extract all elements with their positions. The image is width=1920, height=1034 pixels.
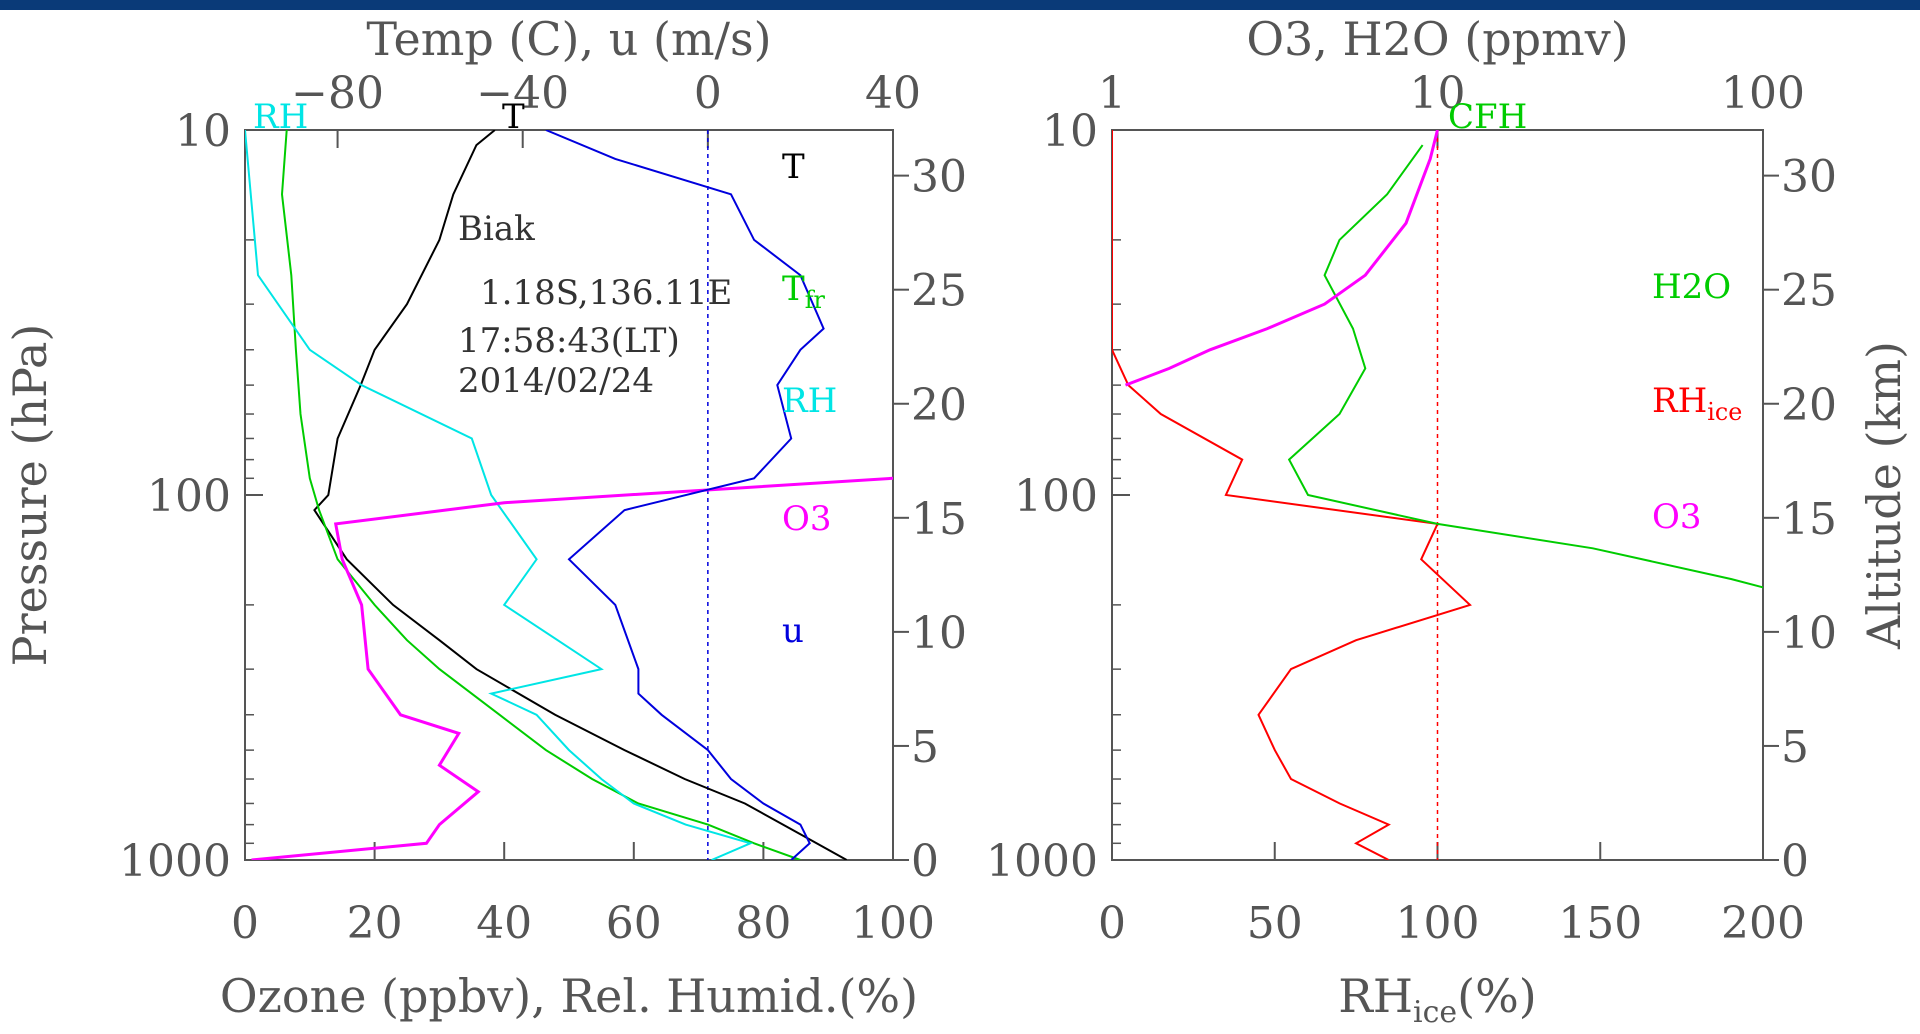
station-name: Biak xyxy=(458,209,535,249)
x-bottom-axis-title: Ozone (ppbv), Rel. Humid.(%) xyxy=(220,969,918,1023)
y-right-tick-label: 30 xyxy=(911,152,967,203)
x-bottom-tick-label: 0 xyxy=(1098,898,1126,949)
x-top-tick-label: 1 xyxy=(1098,68,1126,119)
x-top-axis-title: Temp (C), u (m/s) xyxy=(366,12,771,66)
series-line-rh xyxy=(245,130,754,860)
launch-date: 2014/02/24 xyxy=(458,361,654,401)
y-right-tick-label: 0 xyxy=(1781,836,1809,887)
y-right-tick-label: 20 xyxy=(1781,380,1837,431)
x-top-axis-title: O3, H2O (ppmv) xyxy=(1246,12,1628,66)
y-right-tick-label: 10 xyxy=(911,608,967,659)
x-top-tick-label: 100 xyxy=(1721,68,1805,119)
x-top-tick-label: −40 xyxy=(476,68,569,119)
x-top-tick-label: 10 xyxy=(1410,68,1466,119)
x-top-tick-label: 0 xyxy=(694,68,722,119)
y-right-tick-label: 25 xyxy=(911,266,967,317)
x-bottom-tick-label: 200 xyxy=(1721,898,1805,949)
y-right-tick-label: 5 xyxy=(1781,722,1809,773)
x-bottom-tick-label: 40 xyxy=(476,898,532,949)
y-left-axis-title: Pressure (hPa) xyxy=(3,324,57,667)
series-line-o3 xyxy=(1124,130,1439,387)
series-line-t xyxy=(313,130,848,860)
plot-frame xyxy=(1111,129,1764,861)
x-bottom-tick-label: 100 xyxy=(1396,898,1480,949)
y-right-tick-label: 30 xyxy=(1781,152,1837,203)
legend-o3: O3 xyxy=(782,499,832,539)
series-line-o3 xyxy=(251,476,893,860)
series-line-t-fr xyxy=(280,130,801,860)
y-left-tick-label: 1000 xyxy=(119,836,231,887)
y-right-tick-label: 15 xyxy=(1781,494,1837,545)
launch-time: 17:58:43(LT) xyxy=(458,321,680,361)
legend-o3: O3 xyxy=(1652,497,1702,537)
y-right-tick-label: 0 xyxy=(911,836,939,887)
y-right-tick-label: 20 xyxy=(911,380,967,431)
x-bottom-tick-label: 60 xyxy=(606,898,662,949)
y-right-tick-label: 5 xyxy=(911,722,939,773)
y-left-tick-label: 100 xyxy=(147,471,231,522)
y-left-tick-label: 10 xyxy=(1042,106,1098,157)
series-line-h2o xyxy=(1287,144,1763,589)
x-bottom-tick-label: 0 xyxy=(231,898,259,949)
x-top-tick-label: 40 xyxy=(865,68,921,119)
x-top-tick-label: −80 xyxy=(291,68,384,119)
y-right-tick-label: 25 xyxy=(1781,266,1837,317)
legend-tfr: Tfr xyxy=(782,269,825,314)
x-bottom-tick-label: 20 xyxy=(347,898,403,949)
y-left-tick-label: 10 xyxy=(175,106,231,157)
rh-top-label: RH xyxy=(253,97,308,137)
x-bottom-tick-label: 50 xyxy=(1247,898,1303,949)
station-coords: 1.18S,136.11E xyxy=(480,273,732,313)
legend-rhice: RHice xyxy=(1652,381,1742,426)
series-line-rh-ice xyxy=(1112,130,1472,860)
x-bottom-tick-label: 100 xyxy=(851,898,935,949)
series-line-u xyxy=(545,130,825,860)
y-left-tick-label: 1000 xyxy=(986,836,1098,887)
y-right-axis-title: Altitude (km) xyxy=(1857,341,1911,650)
y-right-tick-label: 15 xyxy=(911,494,967,545)
legend-rh: RH xyxy=(782,381,837,421)
legend-t: T xyxy=(782,147,805,187)
cfh-top-label: CFH xyxy=(1448,97,1527,137)
x-bottom-tick-label: 150 xyxy=(1558,898,1642,949)
t-top-label: T xyxy=(502,97,525,137)
y-right-tick-label: 10 xyxy=(1781,608,1837,659)
x-bottom-axis-title: RHice(%) xyxy=(1338,969,1537,1030)
y-left-tick-label: 100 xyxy=(1014,471,1098,522)
legend-u: u xyxy=(782,611,804,651)
x-bottom-tick-label: 80 xyxy=(735,898,791,949)
header-bar xyxy=(0,0,1920,10)
legend-h2o: H2O xyxy=(1652,267,1731,307)
